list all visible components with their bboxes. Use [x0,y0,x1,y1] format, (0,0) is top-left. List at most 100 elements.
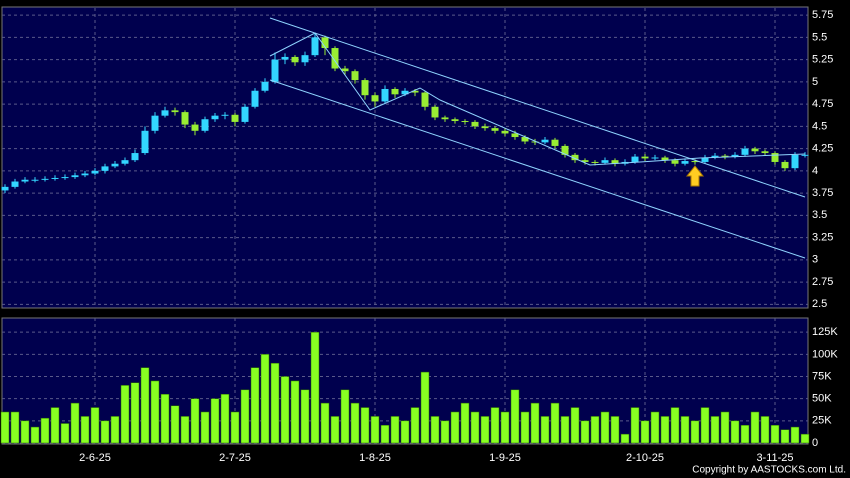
candle-body [211,115,219,120]
candle-body [681,161,689,164]
candle-body [721,155,729,157]
volume-bar [400,420,410,444]
volume-bar [490,407,500,444]
candle-body [91,170,99,174]
candle-body [261,81,269,91]
x-tick-label: 1-9-25 [489,452,521,464]
candle-body [651,157,659,159]
x-tick-label: 3-11-25 [756,452,793,464]
volume-bar [700,407,710,444]
candle-body [711,155,719,158]
volume-bar [220,393,230,444]
volume-bar [420,371,430,444]
candle-body [551,139,559,146]
volume-bar [530,402,540,444]
volume-bar [100,420,110,444]
volume-bar [370,416,380,444]
volume-bar [600,411,610,444]
candle-body [741,148,749,155]
y-tick-label: 50K [812,393,832,405]
y-tick-label: 0 [812,437,818,449]
zigzag-line [269,32,806,166]
volume-bar [680,416,690,444]
volume-bar [410,407,420,444]
volume-bar [110,416,120,444]
y-tick-label: 3 [812,254,818,266]
candle-body [641,156,649,159]
candle-body [761,151,769,154]
volume-bar [380,425,390,444]
volume-bar [320,402,330,444]
volume-bar [150,380,160,444]
candle-body [591,161,599,163]
x-tick-label: 2-7-25 [219,452,251,464]
volume-bar [610,416,620,444]
candle-body [521,137,529,142]
candle-body [71,175,79,178]
candle-body [321,37,329,49]
candle-body [511,133,519,138]
volume-bar [760,416,770,444]
candle-body [31,179,39,181]
volume-bar [190,398,200,444]
volume-bar [690,420,700,444]
volume-bar [80,416,90,444]
candle-body [791,154,799,169]
volume-bar [640,420,650,444]
candle-body [51,177,59,179]
volume-bar [360,407,370,444]
candle-body [11,181,19,187]
y-tick-label: 4.5 [812,120,827,132]
y-tick-label: 5.25 [812,54,833,66]
y-tick-label: 5.75 [812,9,833,21]
volume-bar [500,411,510,444]
volume-bar [30,426,40,444]
candle-body [601,160,609,163]
volume-bar [620,433,630,444]
volume-bar [240,389,250,444]
volume-bar [300,389,310,444]
candle-body [151,115,159,131]
candle-body [101,166,109,171]
candle-body [581,160,589,162]
candle-body [281,56,289,60]
candle-body [241,106,249,122]
candle-body [301,55,309,63]
candle-body [411,90,419,93]
volume-bar [170,405,180,444]
volume-bar [480,416,490,444]
volume-bar [290,380,300,444]
candle-body [611,160,619,164]
candle-body [61,177,69,179]
candle-body [571,154,579,161]
y-tick-label: 2.5 [812,298,827,310]
volume-bar [550,402,560,444]
candle-body [181,112,189,125]
candle-body [691,161,699,163]
volume-bar [10,411,20,444]
candle-body [201,119,209,131]
volume-bar [470,411,480,444]
candle-body [431,106,439,118]
volume-bar [140,367,150,444]
y-tick-label: 4 [812,165,818,177]
volume-bar [780,429,790,444]
candle-body [541,139,549,143]
candle-body [271,59,279,82]
candle-body [381,88,389,102]
signal-arrow [685,165,705,187]
candle-body [251,90,259,107]
volume-bar [520,411,530,444]
copyright: Copyright by AASTOCKS.com Ltd. [692,465,846,476]
candle-body [311,37,319,56]
volume-bar [510,389,520,444]
volume-bar [40,417,50,444]
x-tick-label: 2-6-25 [79,452,111,464]
volume-bar [540,416,550,444]
channel-lower [269,79,806,259]
y-tick-label: 100K [812,348,838,360]
candle-body [21,179,29,182]
candle-body [421,92,429,107]
volume-bar [210,398,220,444]
y-tick-label: 3.75 [812,187,833,199]
